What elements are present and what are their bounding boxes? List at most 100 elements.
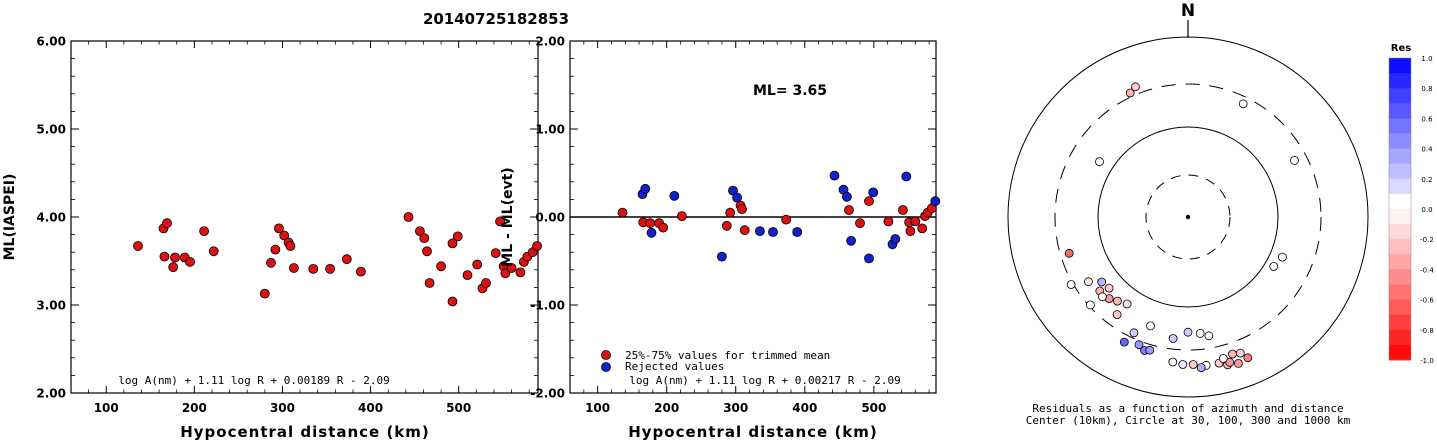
accepted-residual-point <box>855 218 865 229</box>
rejected-residual-point <box>646 227 657 238</box>
colorbar-cell <box>1389 344 1411 361</box>
p0-xtick-label: 300 <box>270 401 295 415</box>
rejected-residual-point <box>864 253 874 264</box>
station-residual-point <box>1225 357 1235 367</box>
rejected-residual-point <box>829 170 840 181</box>
station-residual-point <box>1129 328 1139 338</box>
colorbar-outline <box>1388 57 1412 361</box>
accepted-residual-point <box>658 222 669 233</box>
magnitude-point <box>472 259 483 270</box>
station-residual-point <box>1235 348 1245 358</box>
colorbar-cell <box>1389 88 1411 104</box>
p0-xtick-label: 100 <box>94 401 119 415</box>
magnitude-point <box>490 248 501 259</box>
magnitude-point <box>133 241 143 251</box>
magnitude-point <box>279 230 290 241</box>
station-residual-point <box>1269 262 1279 271</box>
colorbar-tick-label: 0.8 <box>1421 85 1432 93</box>
station-residual-point <box>1196 363 1206 373</box>
station-residual-point <box>1183 327 1193 337</box>
colorbar-tick-label: -0.8 <box>1420 327 1434 335</box>
station-residual-point <box>1290 155 1299 165</box>
station-residual-point <box>1113 296 1122 306</box>
magnitude-point <box>162 218 172 229</box>
magnitude-point <box>447 238 458 249</box>
colorbar-cell <box>1389 284 1411 301</box>
rejected-residual-point <box>930 196 941 207</box>
colorbar-cell <box>1389 58 1411 74</box>
accepted-residual-point <box>721 220 732 231</box>
p1-xtick-label: 300 <box>723 401 748 415</box>
magnitude-point <box>259 288 270 299</box>
colorbar: Res 1.0 0.8 0.6 0.4 0.2 0.0 -0.2 -0.4 -0.6 -0.8 -1… <box>1388 43 1434 365</box>
rejected-residual-point <box>868 187 879 198</box>
colorbar-cell <box>1389 118 1411 134</box>
magnitude-point <box>168 262 179 273</box>
magnitude-point <box>419 233 430 244</box>
ring-100km <box>1097 126 1279 308</box>
magnitude-point <box>270 244 281 255</box>
residual-distance-panel: 100 200 300 400 500 -2.00 -1.00 0.00 1.00 2.00 ML… <box>500 35 941 441</box>
magnitude-point <box>500 268 511 279</box>
colorbar-tick-label: -0.2 <box>1420 236 1434 244</box>
magnitude-point <box>308 263 319 274</box>
colorbar-title: Res <box>1391 43 1411 54</box>
accepted-residual-point <box>910 216 921 227</box>
colorbar-cell <box>1389 73 1411 89</box>
colorbar-cell <box>1389 254 1411 270</box>
accepted-residual-point <box>677 211 687 222</box>
epicenter-marker <box>1185 214 1191 220</box>
station-residual-point <box>1168 357 1178 367</box>
accepted-residual-point <box>781 214 791 225</box>
station-residual-point <box>1218 354 1228 363</box>
accepted-residual-point <box>737 204 747 215</box>
p1-points <box>133 212 542 307</box>
station-residual-point <box>1178 360 1188 369</box>
colorbar-cell <box>1389 178 1411 195</box>
station-residual-point <box>1104 283 1114 293</box>
station-residual-point <box>1131 82 1140 92</box>
accepted-residual-point <box>617 207 628 218</box>
figure-title: 20140725182853 <box>423 10 569 28</box>
magnitude-point <box>285 241 296 251</box>
station-residual-point <box>1122 299 1132 309</box>
station-residual-point <box>1095 157 1104 167</box>
colorbar-cell <box>1389 269 1411 285</box>
p1-ylabel: ML(IASPEI) <box>2 174 18 261</box>
rejected-residual-point <box>755 226 765 237</box>
station-residual-point <box>1228 349 1237 359</box>
colorbar-tick-label: -1.0 <box>1420 357 1434 365</box>
p3-points <box>1064 82 1299 373</box>
p1-ytick-label: 1.00 <box>535 123 565 137</box>
colorbar-tick-label: -0.4 <box>1420 266 1434 274</box>
station-residual-point <box>1168 334 1178 343</box>
rejected-residual-point <box>842 191 852 202</box>
station-residual-point <box>1243 353 1253 363</box>
p2-ml-label: ML= 3.65 <box>753 83 827 99</box>
station-residual-point <box>1084 277 1093 287</box>
rejected-residual-point <box>890 234 901 244</box>
station-residual-point <box>1134 340 1144 350</box>
p2-ticks: 100 200 300 400 500 -2.00 -1.00 0.00 1.00 2.00 <box>530 35 936 415</box>
rejected-residual-point <box>901 171 912 182</box>
station-residual-point <box>1097 277 1107 287</box>
rejected-residual-point <box>768 227 778 237</box>
magnitude-point <box>355 266 366 277</box>
p0-xtick-label: 500 <box>446 401 471 415</box>
p1-ytick-label: -1.00 <box>530 299 565 313</box>
colorbar-tick-label: 0.0 <box>1421 206 1432 214</box>
accepted-residual-point <box>917 223 928 234</box>
magnitude-point <box>170 252 180 263</box>
p1-xlabel: Hypocentral distance (km) <box>180 423 430 441</box>
colorbar-tick-label: 0.4 <box>1421 146 1433 154</box>
accepted-residual-point <box>844 205 854 215</box>
station-residual-point <box>1125 88 1135 98</box>
magnitude-distance-panel: 100 200 300 400 500 2.00 3.00 4.00 5.00 6.00 Hypo… <box>2 35 542 441</box>
station-residual-point <box>1234 358 1243 368</box>
p0-xtick-label: 200 <box>182 401 207 415</box>
station-residual-point <box>1112 310 1122 320</box>
magnitude-point <box>506 263 517 273</box>
p1-xtick-label: 200 <box>654 401 679 415</box>
legend-marker-accepted <box>601 350 611 360</box>
